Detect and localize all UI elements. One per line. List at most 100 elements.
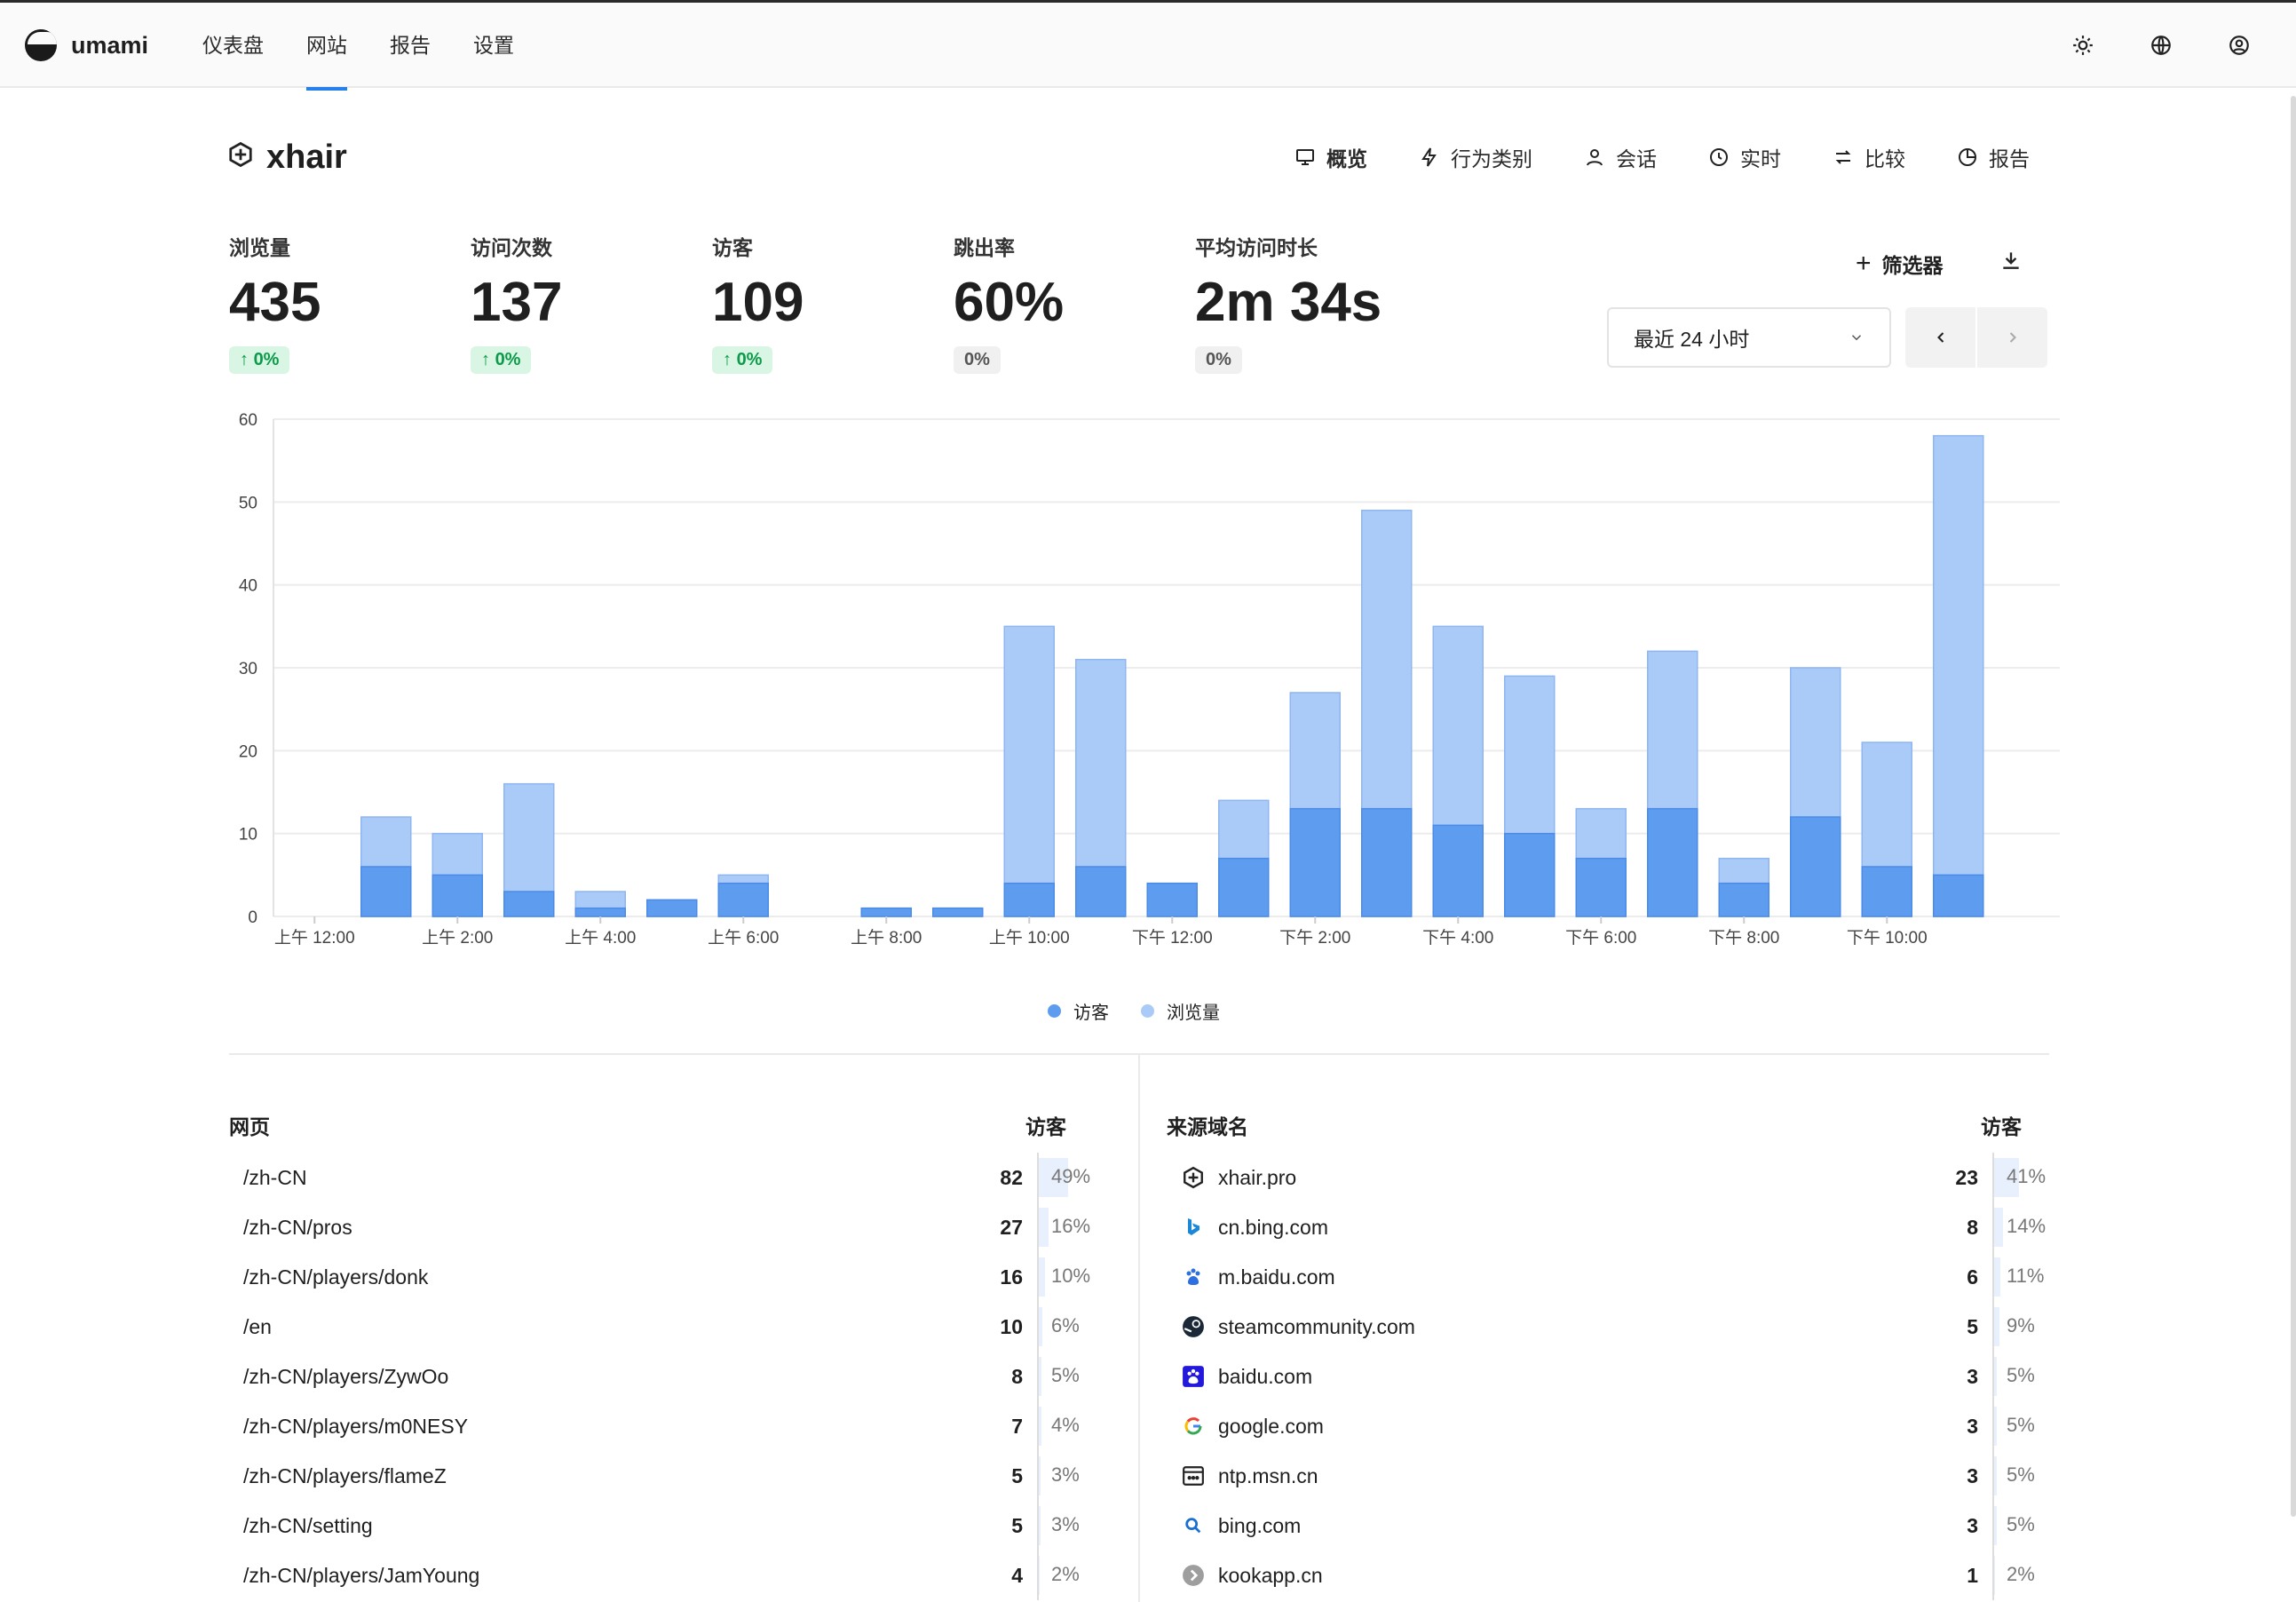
metric-bounce-rate: 跳出率 60% 0% [954, 231, 1195, 374]
tab-reports[interactable]: 报告 [1957, 142, 2030, 172]
next-period-button[interactable] [1975, 307, 2047, 368]
percent-bar [1994, 1556, 1996, 1595]
table-row[interactable]: /zh-CN/players/donk 16 10% [229, 1252, 1099, 1302]
chevron-right-icon [2009, 332, 2016, 343]
visitors-bar [1075, 866, 1127, 917]
section-divider [229, 1053, 2049, 1055]
row-percent: 11% [1992, 1252, 2055, 1302]
percent-text: 3% [1051, 1513, 1080, 1535]
x-tick-label: 下午 10:00 [1847, 928, 1928, 948]
table-row[interactable]: /zh-CN/setting 5 3% [229, 1501, 1099, 1550]
sun-icon[interactable] [2069, 31, 2097, 59]
table-row[interactable]: kookapp.cn 1 2% [1167, 1550, 2055, 1600]
percent-bar [1039, 1208, 1049, 1247]
row-label: ntp.msn.cn [1167, 1463, 1925, 1488]
tab-label: 报告 [1989, 147, 2030, 171]
row-count: 10 [1000, 1314, 1023, 1338]
tab-sessions[interactable]: 会话 [1584, 142, 1657, 172]
tab-events[interactable]: 行为类别 [1419, 142, 1532, 172]
metric-label: 浏览量 [229, 236, 290, 259]
nav-websites[interactable]: 网站 [306, 3, 347, 91]
table-row[interactable]: xhair.pro 23 41% [1167, 1153, 2055, 1202]
row-label: /zh-CN/players/JamYoung [229, 1564, 970, 1588]
traffic-chart-svg: 0 10 20 30 40 50 60 上午 12:00 上午 2:00 上午 4:00 上午 6:… [239, 411, 2060, 948]
app-name: umami [71, 31, 149, 59]
row-label-text: google.com [1218, 1414, 1324, 1438]
row-percent: 5% [1037, 1352, 1099, 1401]
download-button[interactable] [1999, 249, 2023, 276]
row-count: 16 [1000, 1265, 1023, 1289]
table-row[interactable]: /zh-CN/players/ZywOo 8 5% [229, 1352, 1099, 1401]
row-label: steamcommunity.com [1167, 1314, 1925, 1339]
table-row[interactable]: /zh-CN/players/flameZ 5 3% [229, 1451, 1099, 1501]
visitors-bar [1289, 807, 1341, 917]
app-logo[interactable]: umami [25, 29, 148, 61]
nav-reports[interactable]: 报告 [390, 34, 431, 57]
table-row[interactable]: baidu.com 3 5% [1167, 1352, 2055, 1401]
visitors-bar [1361, 807, 1413, 917]
row-count: 23 [1955, 1165, 1978, 1189]
row-count: 7 [1011, 1414, 1023, 1438]
percent-text: 41% [2007, 1165, 2047, 1187]
row-percent: 5% [1992, 1401, 2055, 1451]
tab-label: 比较 [1865, 147, 1905, 171]
change-value: 0% [736, 350, 763, 369]
visitors-bar [860, 907, 912, 917]
page-scrollbar[interactable] [2291, 96, 2296, 1517]
filter-label: 筛选器 [1881, 254, 1944, 277]
nav-dashboard[interactable]: 仪表盘 [202, 34, 264, 57]
percent-bar [1039, 1307, 1043, 1346]
row-label: kookapp.cn [1167, 1563, 1925, 1588]
table-row[interactable]: ntp.msn.cn 3 5% [1167, 1451, 2055, 1501]
percent-bar [1039, 1556, 1041, 1595]
prev-period-button[interactable] [1905, 307, 1975, 368]
table-row[interactable]: /zh-CN/players/JamYoung 4 2% [229, 1550, 1099, 1600]
row-count: 27 [1000, 1215, 1023, 1239]
x-tick-label: 上午 2:00 [422, 928, 493, 948]
globe-icon[interactable] [2147, 31, 2175, 59]
user-icon[interactable] [2225, 31, 2253, 59]
table-row[interactable]: m.baidu.com 6 11% [1167, 1252, 2055, 1302]
row-count: 5 [1967, 1314, 1978, 1338]
percent-text: 2% [2007, 1563, 2035, 1585]
plus-icon: + [1856, 249, 1872, 278]
user-icon [1587, 149, 1603, 166]
tab-compare[interactable]: 比较 [1833, 142, 1905, 172]
row-label: m.baidu.com [1167, 1265, 1925, 1289]
legend-pageviews[interactable]: 浏览量 [1141, 998, 1220, 1024]
x-tick-label: 上午 8:00 [851, 928, 922, 948]
table-row[interactable]: /zh-CN 82 49% [229, 1153, 1099, 1202]
table-row[interactable]: /zh-CN/pros 27 16% [229, 1202, 1099, 1252]
row-count: 8 [1967, 1215, 1978, 1239]
table-row[interactable]: /en 10 6% [229, 1302, 1099, 1352]
table-row[interactable]: google.com 3 5% [1167, 1401, 2055, 1451]
row-count: 8 [1011, 1364, 1023, 1388]
baidu-square-icon [1181, 1364, 1206, 1389]
row-label-text: /zh-CN [243, 1165, 307, 1189]
percent-bar [1039, 1158, 1069, 1197]
percent-text: 9% [2007, 1314, 2035, 1336]
visitors-bar [717, 882, 769, 917]
table-row[interactable]: steamcommunity.com 5 9% [1167, 1302, 2055, 1352]
filter-button[interactable]: + 筛选器 [1856, 249, 1944, 279]
referrers-table: 来源域名 访客 xhair.pro 23 41% cn.bing.com 8 14% m.b… [1167, 1110, 2055, 1600]
top-icons [2069, 31, 2253, 59]
row-percent: 2% [1992, 1550, 2055, 1600]
table-row[interactable]: cn.bing.com 8 14% [1167, 1202, 2055, 1252]
tab-realtime[interactable]: 实时 [1708, 142, 1781, 172]
row-label: google.com [1167, 1414, 1925, 1439]
legend-visitors[interactable]: 访客 [1048, 998, 1109, 1024]
nav-settings[interactable]: 设置 [473, 34, 514, 57]
table-row[interactable]: /zh-CN/players/m0NESY 7 4% [229, 1401, 1099, 1451]
row-label: bing.com [1167, 1513, 1925, 1538]
row-percent: 2% [1037, 1550, 1099, 1600]
percent-bar [1994, 1158, 2019, 1197]
visitors-bar [360, 866, 412, 917]
pages-rows: /zh-CN 82 49% /zh-CN/pros 27 16% /zh-CN/player… [229, 1153, 1099, 1600]
table-title: 来源域名 [1167, 1115, 1248, 1138]
y-tick-label: 10 [239, 826, 257, 845]
visitors-bar [1647, 807, 1698, 917]
tab-overview[interactable]: 概览 [1294, 142, 1367, 172]
date-range-select[interactable]: 最近 24 小时 [1607, 307, 1891, 368]
table-row[interactable]: bing.com 3 5% [1167, 1501, 2055, 1550]
